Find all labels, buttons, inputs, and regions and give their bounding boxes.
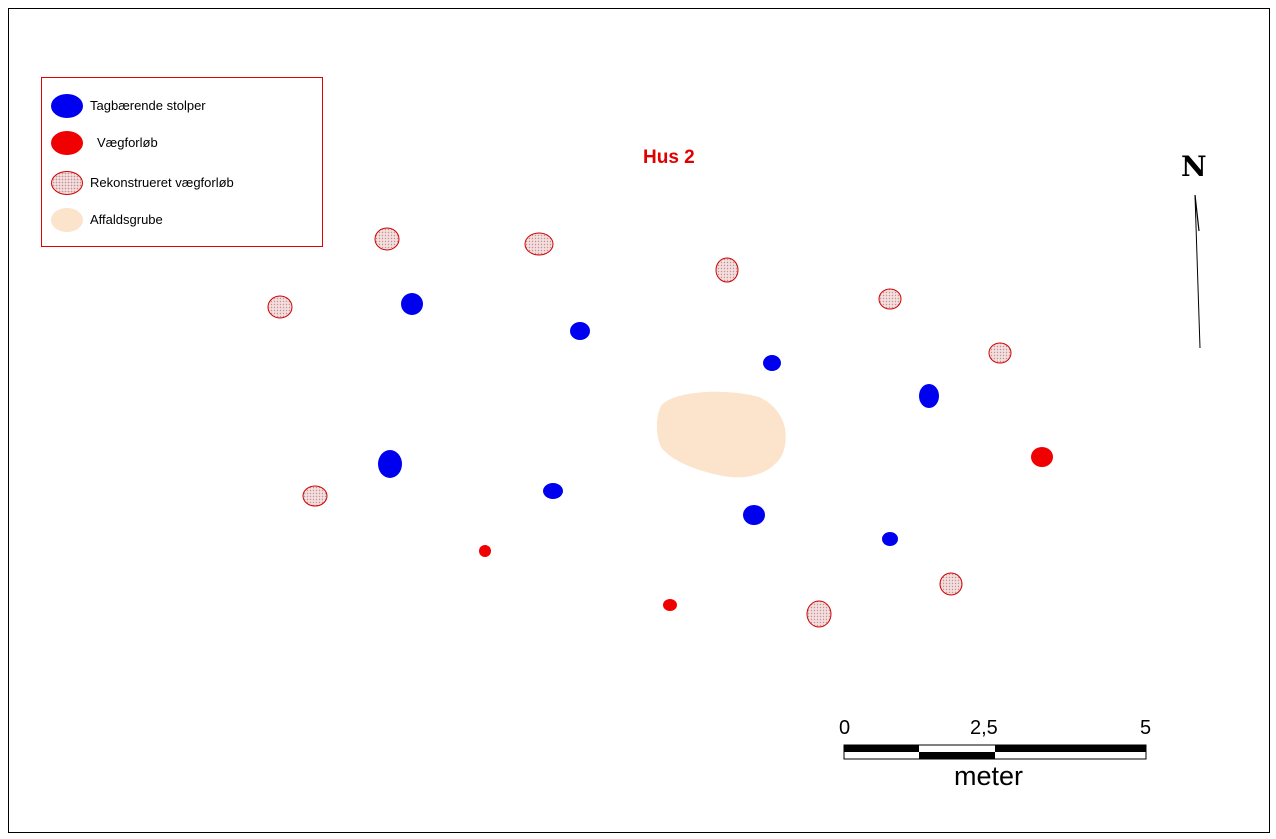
reconstructed-wall-post — [267, 295, 293, 319]
roof-bearing-post — [919, 384, 939, 408]
scale-unit-label: meter — [954, 761, 1024, 791]
reconstructed-wall-post — [878, 288, 902, 310]
north-arrow-line — [1194, 194, 1201, 349]
roof-bearing-post — [763, 355, 781, 371]
waste-pit — [656, 391, 786, 478]
reconstructed-wall-swatch — [51, 171, 83, 195]
reconstructed-wall-post — [715, 257, 739, 283]
scale-bar — [843, 744, 1147, 760]
reconstructed-wall-post — [524, 232, 554, 256]
roof-bearing-post — [743, 505, 765, 525]
wall-post — [479, 545, 491, 557]
north-arrow-tick — [1194, 194, 1200, 232]
legend-label: Tagbærende stolper — [90, 98, 206, 113]
roof-bearing-post — [401, 293, 423, 315]
roof-bearing-post — [882, 532, 898, 546]
legend-item-roof-posts: Tagbærende stolper — [42, 92, 322, 120]
legend-label: Vægforløb — [97, 135, 158, 150]
north-label: N — [1181, 150, 1207, 183]
scale-tick-label: 5 — [1140, 717, 1152, 739]
map-frame: Tagbærende stolper Vægforløb Rekonstruer… — [8, 8, 1270, 833]
reconstructed-wall-post — [374, 227, 400, 251]
wall-post — [1031, 447, 1053, 467]
legend-item-wall: Vægforløb — [42, 129, 322, 157]
reconstructed-wall-post — [806, 600, 832, 628]
scale-tick-label: 0 — [839, 717, 851, 739]
legend-label: Rekonstrueret vægforløb — [90, 175, 234, 190]
waste-pit-swatch — [51, 208, 83, 232]
roof-bearing-post — [570, 322, 590, 340]
reconstructed-wall-post — [302, 485, 328, 507]
legend-item-reconstructed-wall: Rekonstrueret vægforløb — [42, 169, 322, 197]
map-title: Hus 2 — [643, 147, 695, 168]
wall-post — [663, 599, 677, 611]
legend-item-waste-pit: Affaldsgrube — [42, 206, 322, 234]
reconstructed-wall-post — [988, 342, 1012, 364]
legend-label: Affaldsgrube — [90, 212, 163, 227]
legend: Tagbærende stolper Vægforløb Rekonstruer… — [41, 77, 323, 247]
reconstructed-wall-post — [939, 572, 963, 596]
roof-post-swatch — [51, 94, 83, 118]
scale-tick-label: 2,5 — [970, 717, 998, 739]
roof-bearing-post — [378, 450, 402, 478]
roof-bearing-post — [543, 483, 563, 499]
map-canvas — [267, 194, 1201, 760]
wall-post-swatch — [51, 131, 83, 155]
